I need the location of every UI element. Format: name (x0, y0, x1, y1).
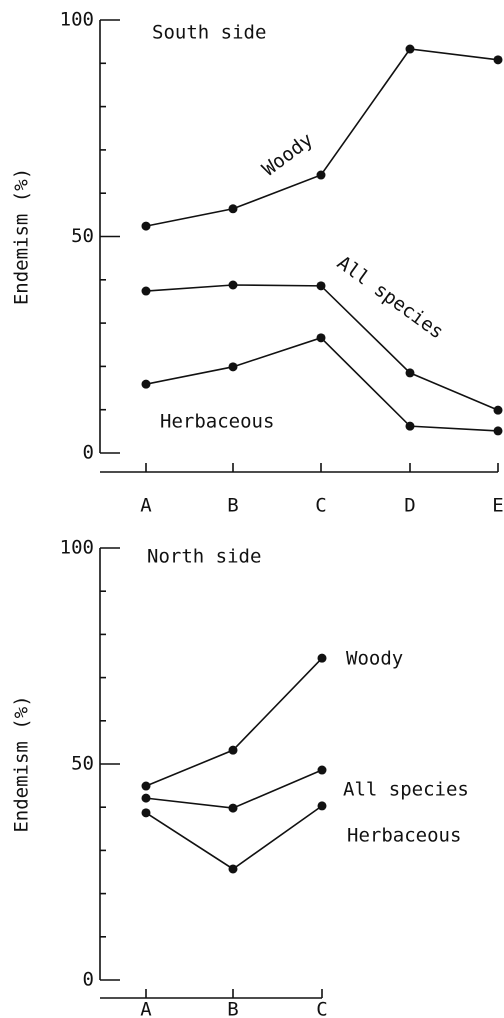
data-point (228, 204, 238, 214)
data-point (317, 653, 327, 663)
data-point (141, 808, 151, 818)
data-point (493, 405, 503, 415)
data-point (316, 333, 326, 343)
annotation: Herbaceous (160, 411, 274, 433)
data-point (405, 421, 415, 431)
x-tick-label: A (140, 999, 152, 1018)
data-point (228, 280, 238, 290)
data-point (141, 793, 151, 803)
data-point (141, 286, 151, 296)
annotation: All species (333, 252, 448, 344)
data-point (316, 281, 326, 291)
y-tick-label: 50 (71, 753, 94, 775)
data-point (493, 426, 503, 436)
x-tick-label: B (227, 495, 238, 517)
x-tick-label: C (315, 495, 326, 517)
x-tick-label: E (492, 495, 503, 517)
data-point (405, 44, 415, 54)
data-point (316, 170, 326, 180)
data-point (493, 55, 503, 65)
data-point (141, 379, 151, 389)
y-tick-label: 50 (71, 225, 94, 247)
annotation: South side (152, 22, 266, 44)
x-tick-label: B (227, 999, 238, 1018)
series-line (145, 657, 323, 787)
y-axis-label: Endemism (%) (11, 695, 33, 832)
annotation: All species (343, 779, 469, 801)
annotation: Woody (258, 129, 317, 181)
series-line (145, 284, 499, 411)
y-axis-label: Endemism (%) (11, 168, 33, 305)
x-tick-label: A (140, 495, 152, 517)
data-point (228, 864, 238, 874)
data-point (405, 368, 415, 378)
data-point (141, 221, 151, 231)
data-point (317, 765, 327, 775)
data-point (228, 745, 238, 755)
annotation: Woody (346, 648, 403, 670)
annotation: Herbaceous (347, 825, 461, 847)
series-line (145, 805, 323, 870)
data-point (228, 362, 238, 372)
y-tick-label: 100 (60, 537, 94, 559)
x-tick-label: D (404, 495, 415, 517)
y-tick-label: 100 (60, 9, 94, 31)
y-tick-label: 0 (83, 442, 94, 464)
series-line (145, 48, 499, 227)
data-point (228, 803, 238, 813)
data-point (317, 801, 327, 811)
y-tick-label: 0 (83, 969, 94, 991)
annotation: North side (147, 546, 261, 568)
x-tick-label: C (316, 999, 327, 1018)
data-point (141, 781, 151, 791)
